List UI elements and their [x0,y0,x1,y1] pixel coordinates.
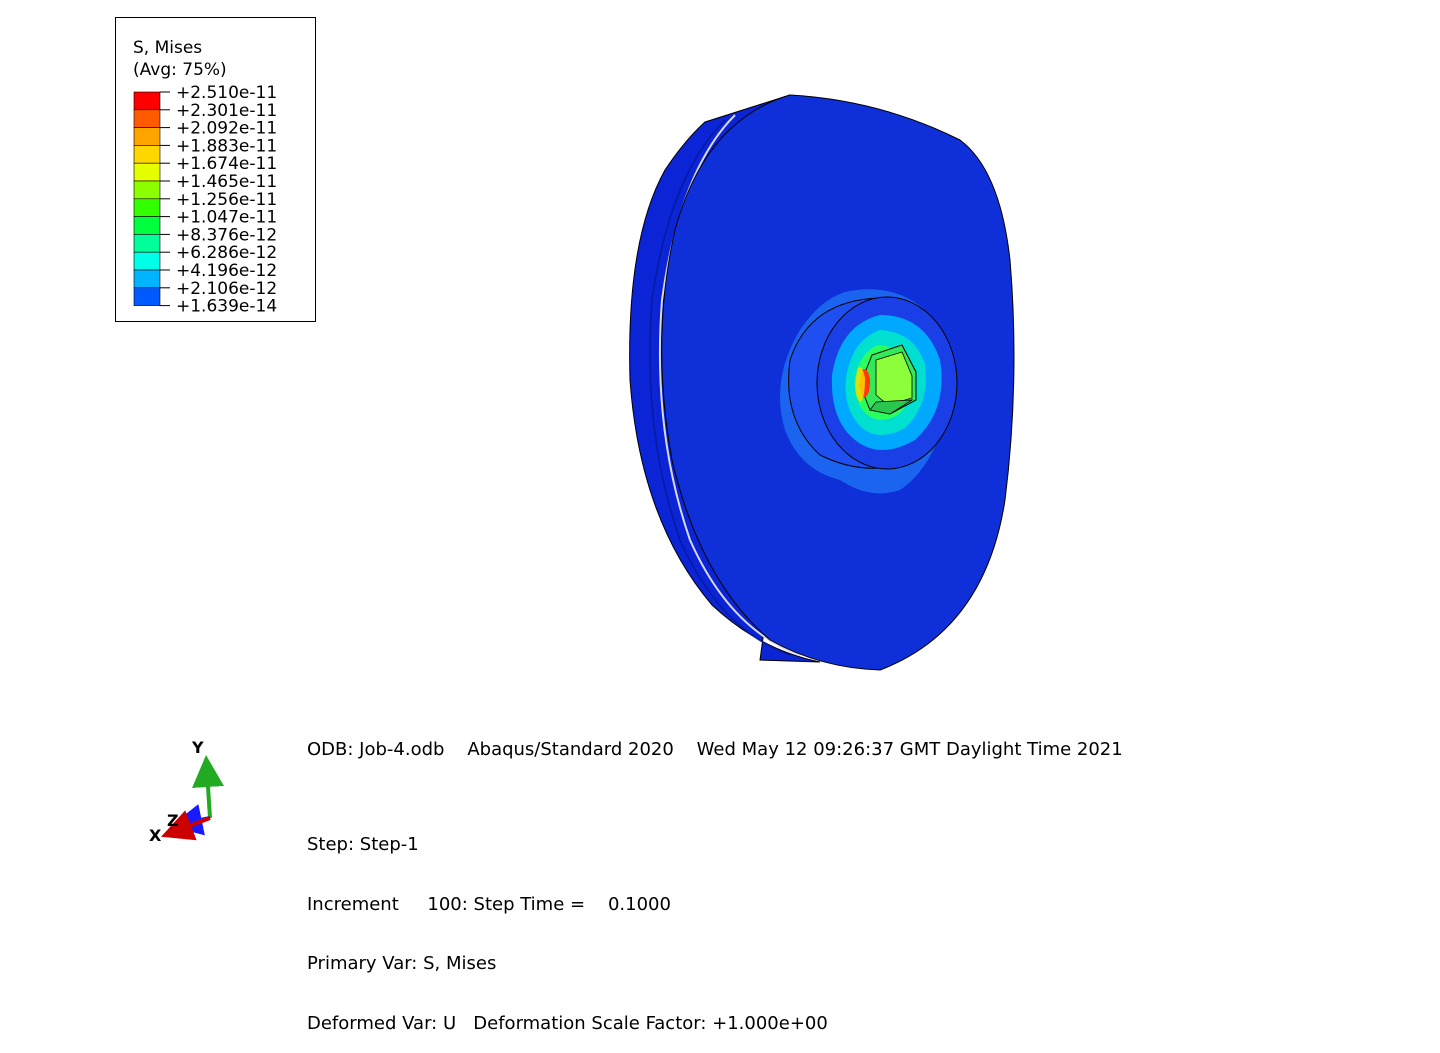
model-viewport[interactable] [0,0,1440,720]
legend-title-line1: S, Mises [133,38,203,58]
odb-header: ODB: Job-4.odb Abaqus/Standard 2020 Wed … [307,739,1123,760]
hex-socket-inner [875,351,913,406]
legend-value-label: +1.674e-11 [176,154,277,174]
y-axis-label: Y [191,738,204,757]
legend-value-label: +4.196e-12 [176,261,277,281]
legend-value-label: +6.286e-12 [176,243,277,263]
stress-hotspot-ring [855,367,865,402]
y-axis-arrow [192,755,224,819]
legend-title-line2: (Avg: 75%) [133,60,227,80]
primary-var-label: Primary Var: S, Mises [307,953,497,974]
legend-color-scale: +2.510e-11+2.301e-11+2.092e-11+1.883e-11… [133,83,277,317]
step-label: Step: Step-1 [307,834,419,855]
legend-value-label: +1.256e-11 [176,190,277,210]
legend-value-label: +1.883e-11 [176,136,277,156]
legend-value-label: +2.301e-11 [176,101,277,121]
z-axis-label: Z [167,811,179,830]
legend-value-label: +1.465e-11 [176,172,277,192]
legend-title: S, Mises (Avg: 75%) [133,37,227,81]
step-info: Step: Step-1 Increment 100: Step Time = … [307,795,828,1053]
legend-value-label: +2.106e-12 [176,279,277,299]
hex-socket-bottom [869,399,914,415]
legend-value-label: +1.639e-14 [176,297,277,317]
legend-value-label: +2.510e-11 [176,83,277,103]
disc-groove-shadow [649,119,791,656]
deformed-var-label: Deformed Var: U Deformation Scale Factor… [307,1012,828,1034]
increment-label: Increment 100: Step Time = 0.1000 [307,893,671,915]
x-axis-label: X [149,826,162,845]
legend-value-label: +2.092e-11 [176,119,277,139]
x-axis-arrow [161,810,211,841]
legend-value-label: +8.376e-12 [176,225,277,245]
axis-triad: Y Z X [149,738,224,845]
legend-value-label: +1.047e-11 [176,208,277,228]
legend-swatch [133,287,161,306]
stress-legend: S, Mises (Avg: 75%) +2.510e-11 +2.301e-11… [115,17,316,322]
